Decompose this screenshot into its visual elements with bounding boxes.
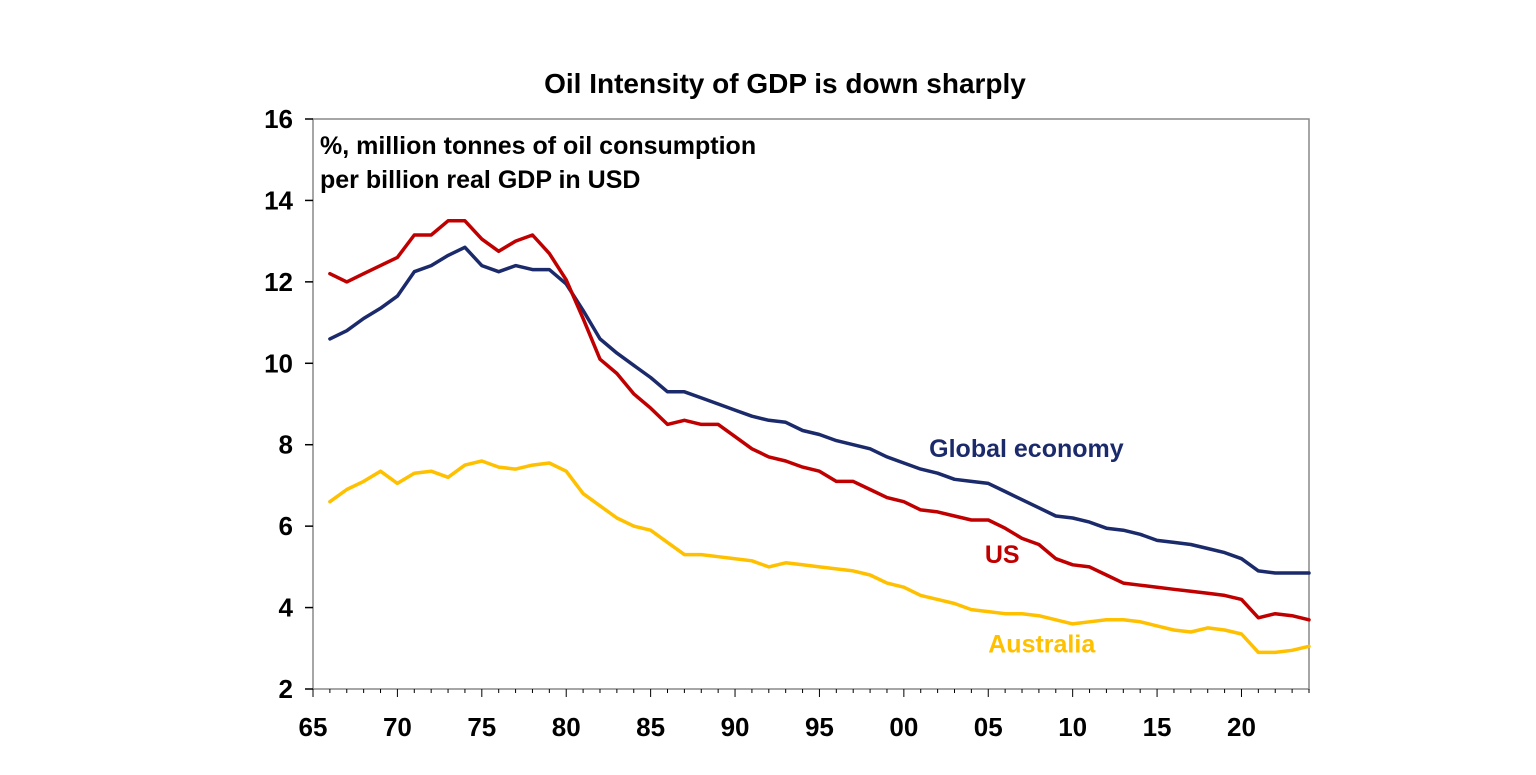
y-tick-label: 14 <box>264 185 293 215</box>
x-tick-label: 00 <box>889 712 918 742</box>
x-tick-label: 15 <box>1143 712 1172 742</box>
series-line-australia <box>328 459 1311 655</box>
series-label-global-economy: Global economy <box>929 435 1124 463</box>
x-tick-label: 05 <box>974 712 1003 742</box>
y-tick-label: 6 <box>279 511 293 541</box>
series-label-australia: Australia <box>988 630 1096 658</box>
series-line-global-economy <box>328 245 1311 575</box>
x-tick-label: 85 <box>636 712 665 742</box>
x-tick-label: 70 <box>383 712 412 742</box>
x-tick-label: 65 <box>299 712 328 742</box>
x-tick-label: 80 <box>552 712 581 742</box>
series-label-us: US <box>985 541 1020 569</box>
y-axis: 2 4 6 8 10 12 14 16 <box>264 104 313 704</box>
x-tick-label: 95 <box>805 712 834 742</box>
y-tick-label: 4 <box>279 593 294 623</box>
x-axis: 65 70 75 80 85 90 95 00 05 10 15 20 <box>299 689 1310 742</box>
x-tick-label: 20 <box>1227 712 1256 742</box>
chart-title: Oil Intensity of GDP is down sharply <box>544 68 1026 99</box>
x-tick-label: 75 <box>467 712 496 742</box>
series-line-us <box>328 219 1311 622</box>
annotation-line-1: %, million tonnes of oil consumption <box>320 132 756 160</box>
y-tick-label: 8 <box>279 430 293 460</box>
chart-annotation: %, million tonnes of oil consumption per… <box>320 132 756 194</box>
plot-area-frame <box>312 118 1310 690</box>
y-tick-label: 10 <box>264 348 293 378</box>
annotation-line-2: per billion real GDP in USD <box>320 166 640 194</box>
y-tick-label: 2 <box>279 674 293 704</box>
x-tick-label: 90 <box>721 712 750 742</box>
series-labels: Global economy US Australia <box>929 435 1124 658</box>
series-lines <box>328 219 1311 655</box>
y-tick-label: 16 <box>264 104 293 134</box>
x-tick-label: 10 <box>1058 712 1087 742</box>
y-tick-label: 12 <box>264 267 293 297</box>
